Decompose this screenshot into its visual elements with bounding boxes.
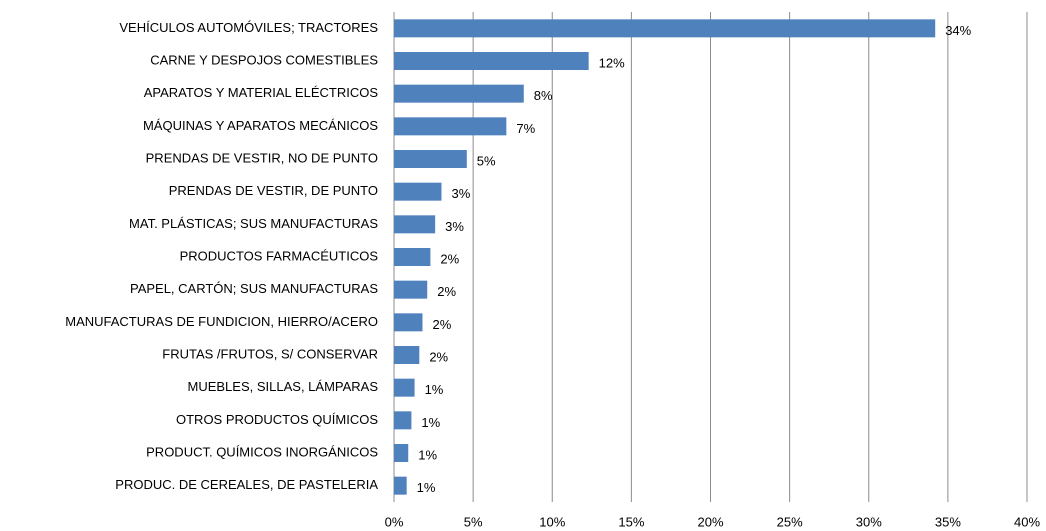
value-label: 2% [429,349,448,364]
value-label: 3% [445,219,464,234]
value-label: 2% [437,284,456,299]
bar [394,19,936,38]
y-tick-label: PRODUCT. QUÍMICOS INORGÁNICOS [146,444,378,459]
y-tick-label: MAT. PLÁSTICAS; SUS MANUFACTURAS [129,216,378,231]
bar [394,476,407,495]
y-tick-label: MUEBLES, SILLAS, LÁMPARAS [188,379,379,394]
value-label: 2% [440,251,459,266]
bar [394,150,467,168]
value-label: 3% [451,186,470,201]
x-tick-label: 15% [618,514,644,529]
bar [394,215,436,234]
y-tick-label: MÁQUINAS Y APARATOS MECÁNICOS [143,118,378,133]
y-tick-label: FRUTAS /FRUTOS, S/ CONSERVAR [162,346,378,361]
value-label: 34% [945,23,971,38]
x-tick-label: 20% [697,514,723,529]
y-tick-label: OTROS PRODUCTOS QUÍMICOS [176,412,378,427]
value-label: 7% [516,121,535,136]
x-tick-label: 30% [856,514,882,529]
value-label: 5% [477,153,496,168]
bar [394,280,428,299]
value-label: 8% [534,88,553,103]
value-label: 1% [421,415,440,430]
bar [394,346,420,364]
value-label: 2% [432,317,451,332]
x-tick-label: 25% [777,514,803,529]
bar [394,248,431,266]
x-tick-label: 40% [1014,514,1040,529]
value-label: 1% [425,382,444,397]
bar [394,182,442,201]
y-tick-label: PRENDAS DE VESTIR, NO DE PUNTO [146,150,378,165]
y-tick-label: PRODUC. DE CEREALES, DE PASTELERIA [115,477,378,492]
bar [394,313,423,332]
value-label: 1% [417,480,436,495]
y-tick-label: VEHÍCULOS AUTOMÓVILES; TRACTORES [119,20,378,35]
bar [394,378,415,397]
x-tick-label: 5% [464,514,483,529]
y-tick-label: MANUFACTURAS DE FUNDICION, HIERRO/ACERO [65,314,378,329]
value-label: 12% [599,55,625,70]
bar [394,84,524,103]
y-tick-label: CARNE Y DESPOJOS COMESTIBLES [150,52,378,67]
x-tick-label: 10% [539,514,565,529]
bar [394,411,412,430]
bar [394,444,409,462]
y-tick-label: APARATOS Y MATERIAL ELÉCTRICOS [144,85,379,100]
bar [394,117,507,136]
x-tick-label: 35% [935,514,961,529]
x-tick-label: 0% [385,514,404,529]
y-tick-label: PRENDAS DE VESTIR, DE PUNTO [169,183,378,198]
y-tick-label: PRODUCTOS FARMACÉUTICOS [180,248,379,263]
value-label: 1% [418,447,437,462]
bar [394,52,589,70]
y-tick-label: PAPEL, CARTÓN; SUS MANUFACTURAS [130,281,378,296]
